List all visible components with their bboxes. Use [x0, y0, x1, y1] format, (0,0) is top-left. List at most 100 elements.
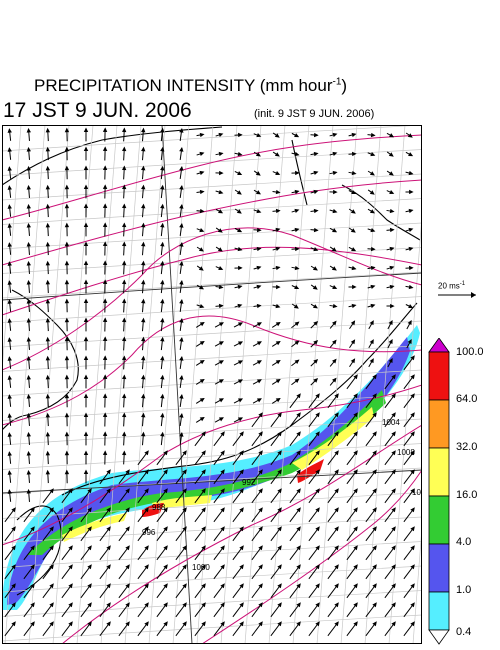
wind-vector-head [258, 488, 263, 494]
grid-parallel [2, 296, 422, 323]
grid-parallel [2, 516, 422, 544]
wind-vector-head [141, 317, 146, 323]
wind-vector-head [45, 241, 51, 247]
grid-meridian [268, 125, 310, 644]
wind-vector-head [334, 469, 339, 475]
wind-vector-head [391, 602, 396, 608]
colorbar-label-0.4: 0.4 [456, 626, 472, 638]
wind-vector-head [26, 279, 31, 285]
wind-vector-head [256, 246, 262, 252]
wind-vector-head [334, 412, 339, 418]
wind-vector-head [275, 171, 281, 176]
wind-vector-head [258, 450, 263, 456]
wind-vector-head [121, 165, 127, 171]
wind-vector-head [315, 412, 320, 418]
wind-vector-head [218, 379, 224, 384]
wind-vector-head [26, 222, 31, 228]
wind-vector-head [199, 397, 205, 403]
wind-vector-head [408, 170, 414, 176]
grid-parallel [2, 198, 422, 225]
wind-vector-head [369, 209, 375, 214]
wind-vector-head [389, 208, 395, 214]
wind-vector-head [255, 171, 261, 176]
grid-parallel [2, 247, 422, 274]
wind-vector-head [372, 564, 377, 570]
wind-vector-head [296, 583, 301, 589]
wind-vector-head [199, 170, 205, 176]
wind-vector-head [49, 526, 54, 532]
wind-vector-head [239, 564, 244, 570]
wind-vector-head [332, 170, 338, 176]
wind-vector-head [313, 340, 319, 345]
wind-vector-head [121, 184, 127, 190]
isobar-line [2, 227, 422, 371]
grid-parallel [2, 492, 422, 519]
isobar-label: 1008 [397, 448, 415, 457]
wind-reference-arrow [438, 292, 476, 298]
wind-vector-head [26, 431, 31, 437]
wind-vector-head [68, 545, 73, 551]
colorbar-label-4: 4.0 [456, 536, 472, 548]
wind-vector-head [294, 246, 300, 252]
grid-parallel [2, 369, 422, 397]
wind-vector-head [64, 279, 70, 285]
wind-vector-head [239, 545, 244, 551]
wind-vector-head [26, 241, 31, 247]
isobar-label: 1000 [192, 563, 210, 572]
wind-vector-head [64, 393, 70, 399]
wind-vector-head [102, 393, 108, 398]
wind-vector-head [237, 151, 243, 157]
coastline-sakhalin [291, 139, 308, 206]
wind-vector-head [179, 298, 184, 304]
colorbar-segment-4-16 [428, 495, 450, 545]
wind-vector-head [256, 303, 262, 309]
wind-vector-head [7, 394, 12, 399]
wind-vector-head [410, 374, 415, 380]
colorbar-label-100: 100.0 [456, 346, 484, 358]
wind-vector-head [408, 304, 414, 309]
wind-vector-head [315, 469, 320, 475]
wind-vector-head [64, 165, 70, 171]
wind-vector-head [64, 298, 70, 304]
wind-vector-head [30, 507, 35, 513]
wind-vector-head [351, 132, 357, 138]
wind-vector-head [296, 564, 301, 570]
wind-vector-head [275, 303, 281, 309]
wind-vector-head [315, 393, 320, 399]
wind-vector-head [102, 146, 108, 151]
wind-vector-head [294, 151, 300, 157]
wind-vector-head [121, 336, 127, 342]
wind-vector-head [256, 398, 262, 403]
wind-vector-head [372, 507, 377, 513]
wind-vector-head [239, 621, 244, 627]
wind-vector-head [64, 222, 70, 228]
wind-vector-head [258, 431, 263, 437]
grid-parallel [2, 173, 422, 201]
wind-vector-head [332, 303, 338, 309]
wind-vector-head [391, 526, 396, 532]
grid-meridian [340, 125, 382, 644]
grid-parallel [2, 590, 422, 617]
wind-vector-head [296, 602, 301, 608]
wind-vector-head [68, 564, 73, 570]
wind-vector-head [64, 336, 70, 342]
wind-vector-head [218, 132, 224, 138]
wind-vector-head [334, 526, 339, 532]
wind-vector-head [220, 431, 225, 437]
wind-vector-head [141, 374, 146, 380]
wind-vector-head [179, 222, 184, 228]
wind-vector-head [7, 451, 12, 456]
grid-meridian [292, 125, 334, 644]
wind-vector-head [256, 341, 262, 346]
wind-vector-head [275, 208, 281, 214]
wind-vector-head [256, 379, 262, 384]
wind-vector-head [369, 320, 374, 326]
wind-vector-head [408, 152, 414, 157]
wind-vector-head [315, 431, 320, 437]
wind-vector-head [7, 128, 12, 133]
wind-vector-head [102, 412, 108, 417]
wind-vector-head [315, 507, 320, 513]
wind-vector-head [26, 298, 31, 304]
wind-vector-head [410, 488, 415, 494]
wind-vector-head [275, 321, 281, 327]
